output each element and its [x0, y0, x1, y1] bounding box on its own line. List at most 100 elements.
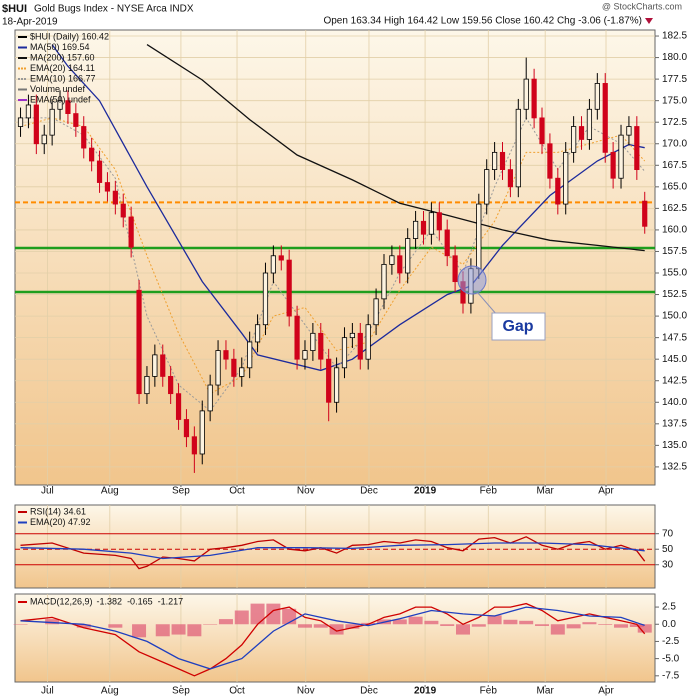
series-line	[20, 116, 646, 412]
histogram-bar	[456, 624, 470, 635]
candle-body	[152, 354, 158, 377]
series-line	[20, 542, 645, 560]
x-tick-label: Jul	[41, 686, 54, 697]
histogram-bar	[535, 624, 550, 626]
y-tick-label: 135.0	[662, 440, 687, 451]
histogram-bar	[519, 620, 534, 625]
y-tick-label: 175.0	[662, 95, 687, 106]
histogram-bar	[566, 624, 581, 629]
candle-body	[610, 151, 616, 179]
histogram-bar	[392, 619, 407, 625]
y-tick-label: 167.5	[662, 160, 687, 171]
gap-pointer	[477, 292, 498, 316]
candle-body	[73, 113, 79, 127]
source: @ StockCharts.com	[602, 1, 682, 11]
series-line	[20, 117, 646, 395]
histogram-bar	[361, 622, 376, 625]
candle-body	[484, 169, 490, 205]
candle-body	[247, 341, 253, 369]
candle-body	[586, 108, 593, 140]
y-tick-label: 160.0	[662, 225, 687, 236]
candle-body	[128, 216, 134, 248]
candle-body	[571, 126, 577, 153]
y-tick-label: -2.5	[662, 636, 680, 647]
candle-body	[17, 117, 24, 127]
x-tick-label: Jul	[41, 486, 54, 497]
candle-body	[262, 272, 269, 326]
candle-body	[642, 200, 648, 227]
quote: Open 163.34 High 164.42 Low 159.56 Close…	[323, 16, 642, 27]
candle-body	[578, 126, 585, 140]
x-tick-label: Oct	[229, 686, 245, 697]
candle-body	[41, 134, 47, 145]
legend-label: MA(50) 169.54	[30, 42, 90, 52]
candle-body	[310, 332, 316, 351]
legend-label: -1.217	[158, 596, 184, 606]
y-tick-label: 165.0	[662, 181, 687, 192]
candle-body	[136, 289, 142, 395]
candle-body	[49, 108, 55, 136]
candle-body	[492, 151, 498, 171]
candle-body	[278, 255, 284, 261]
panel	[14, 29, 656, 486]
candle-body	[555, 177, 561, 205]
candle-body	[397, 255, 403, 274]
candle-body	[444, 229, 450, 257]
histogram-bar	[203, 624, 218, 625]
x-tick-label: Feb	[480, 686, 498, 697]
y-tick-label: 50	[662, 544, 674, 555]
x-tick-label: Apr	[598, 686, 614, 697]
candle-body	[302, 350, 308, 360]
y-tick-label: 142.5	[662, 375, 687, 386]
histogram-bar	[234, 610, 249, 625]
legend-label: -0.165	[127, 596, 153, 606]
candle-body	[57, 100, 63, 110]
candle-body	[373, 298, 379, 326]
y-tick-label: 157.5	[662, 246, 687, 257]
candle-body	[365, 324, 371, 360]
histogram-bar	[550, 624, 565, 635]
candle-body	[357, 332, 363, 360]
histogram-bar	[13, 624, 28, 625]
candle-body	[618, 134, 624, 179]
histogram-bar	[266, 603, 281, 625]
histogram-bar	[297, 624, 312, 628]
y-tick-label: 2.5	[662, 602, 676, 613]
y-tick-label: 132.5	[662, 462, 687, 473]
histogram-bar	[614, 624, 629, 628]
histogram-bar	[155, 624, 170, 637]
candle-body	[239, 367, 245, 377]
candle-body	[428, 212, 434, 235]
y-tick-label: 70	[662, 528, 674, 539]
gap-box	[491, 312, 546, 341]
histogram-bar	[345, 624, 360, 629]
y-tick-label: 145.0	[662, 354, 687, 365]
gap-label: Gap	[502, 318, 533, 335]
y-tick-label: 177.5	[662, 74, 687, 85]
x-tick-label: Feb	[480, 486, 498, 497]
legend-label: EMA(20) 47.92	[30, 517, 91, 527]
histogram-bar	[250, 603, 265, 625]
histogram-bar	[637, 624, 652, 633]
y-tick-label: 140.0	[662, 397, 687, 408]
y-tick-label: 170.0	[662, 138, 687, 149]
candle-body	[547, 143, 553, 179]
candle-body	[104, 182, 111, 192]
candle-body	[349, 332, 355, 339]
candle-body	[333, 367, 340, 403]
candle-body	[286, 259, 292, 317]
candle-body	[626, 126, 632, 136]
histogram-bar	[76, 624, 91, 628]
y-tick-label: 182.5	[662, 31, 687, 42]
series-line	[146, 44, 645, 252]
legend-label: EMA(10) 166.77	[30, 73, 96, 83]
plot: 132.5 135.0 137.5 140.0 142.5 145.0 147.5 150.0…	[13, 29, 687, 697]
candle-body	[207, 384, 213, 412]
candle-body	[405, 238, 411, 274]
candle-body	[531, 78, 537, 119]
candle-body	[563, 151, 569, 205]
y-tick-label: 172.5	[662, 117, 687, 128]
candle-body	[389, 255, 395, 265]
panel	[14, 593, 656, 683]
